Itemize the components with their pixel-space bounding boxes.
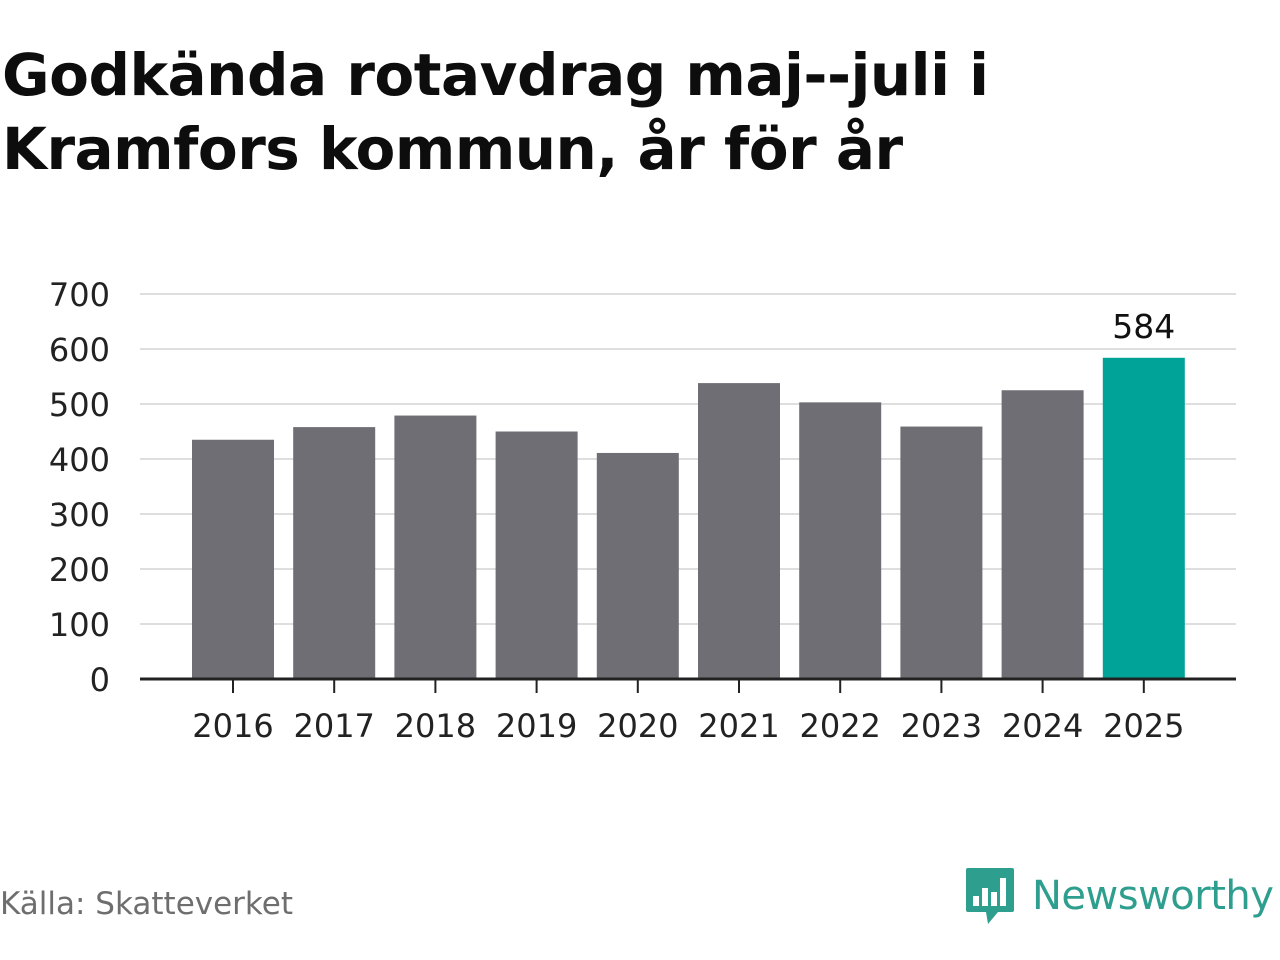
y-tick-label: 600 xyxy=(49,331,110,369)
x-tick-label: 2022 xyxy=(799,707,880,745)
x-tick-label: 2017 xyxy=(293,707,374,745)
y-tick-label: 200 xyxy=(49,551,110,589)
y-tick-label: 400 xyxy=(49,441,110,479)
y-tick-label: 500 xyxy=(49,386,110,424)
y-axis-tick-labels: 0 100 200 300 400 500 600 700 xyxy=(49,276,110,699)
newsworthy-logo-icon xyxy=(966,868,1014,924)
x-tick-label: 2023 xyxy=(901,707,982,745)
chart-title-line-1: Godkända rotavdrag maj--juli i xyxy=(2,41,989,109)
bar-2018 xyxy=(394,415,477,679)
bar-2023 xyxy=(900,426,983,679)
data-labels: 584 xyxy=(1112,307,1175,346)
data-label: 584 xyxy=(1112,307,1175,346)
chart-title: Godkända rotavdrag maj--juli i Kramfors … xyxy=(2,38,1202,186)
chart-title-line-2: Kramfors kommun, år för år xyxy=(2,115,903,183)
x-tick-label: 2024 xyxy=(1002,707,1083,745)
x-tick-label: 2018 xyxy=(395,707,476,745)
bar-2025 xyxy=(1102,357,1185,679)
x-tick-label: 2021 xyxy=(698,707,779,745)
bar-2016 xyxy=(192,439,274,679)
x-tick-label: 2020 xyxy=(597,707,678,745)
y-tick-label: 0 xyxy=(90,661,110,699)
x-tick-label: 2025 xyxy=(1103,707,1184,745)
x-axis xyxy=(140,677,1236,693)
source-note: Källa: Skatteverket xyxy=(0,886,294,922)
y-tick-label: 700 xyxy=(49,276,110,314)
bar-2024 xyxy=(1001,390,1084,679)
bar-2017 xyxy=(293,427,376,679)
x-tick-label: 2019 xyxy=(496,707,577,745)
bar-2019 xyxy=(495,431,578,679)
x-axis-tick-labels: 2016 2017 2018 2019 2020 2021 2022 2023 2024 2025 xyxy=(192,707,1184,745)
y-tick-label: 300 xyxy=(49,496,110,534)
newsworthy-logo-text: Newsworthy xyxy=(1032,873,1274,919)
bar-2021 xyxy=(698,383,780,679)
bars xyxy=(192,357,1185,679)
newsworthy-logo: Newsworthy xyxy=(964,864,1274,928)
bar-2020 xyxy=(596,452,679,679)
x-tick-label: 2016 xyxy=(192,707,273,745)
bar-2022 xyxy=(799,402,882,679)
y-tick-label: 100 xyxy=(49,606,110,644)
